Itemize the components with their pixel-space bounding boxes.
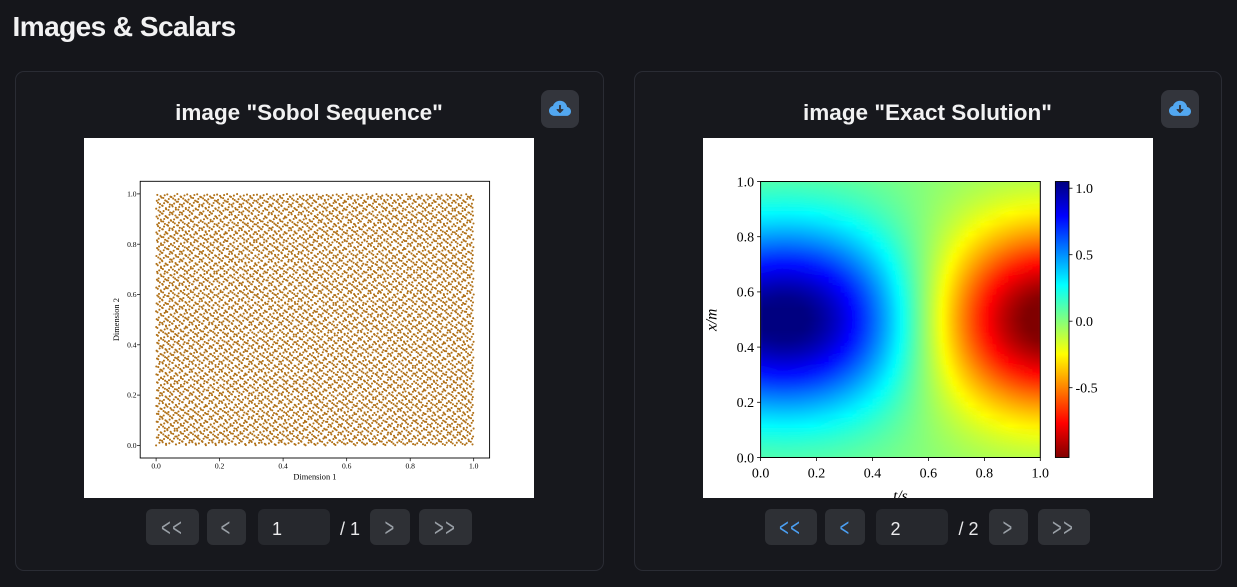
svg-text:0.0: 0.0 bbox=[752, 467, 770, 482]
svg-text:Dimension 2: Dimension 2 bbox=[112, 298, 121, 341]
svg-text:0.2: 0.2 bbox=[127, 391, 137, 400]
svg-text:0.0: 0.0 bbox=[127, 441, 137, 450]
svg-text:0.4: 0.4 bbox=[864, 467, 882, 482]
svg-text:0.8: 0.8 bbox=[737, 231, 755, 246]
svg-text:0.0: 0.0 bbox=[737, 451, 755, 466]
svg-text:0.6: 0.6 bbox=[920, 467, 938, 482]
svg-text:-0.5: -0.5 bbox=[1076, 382, 1098, 397]
svg-text:1.0: 1.0 bbox=[737, 175, 755, 190]
svg-text:x/m: x/m bbox=[704, 309, 721, 332]
svg-text:0.8: 0.8 bbox=[405, 461, 415, 470]
svg-text:0.0: 0.0 bbox=[1076, 315, 1094, 330]
svg-text:0.8: 0.8 bbox=[976, 467, 994, 482]
svg-text:0.0: 0.0 bbox=[151, 461, 161, 470]
svg-text:0.6: 0.6 bbox=[342, 461, 352, 470]
svg-text:0.4: 0.4 bbox=[278, 461, 288, 470]
svg-text:1.0: 1.0 bbox=[469, 461, 479, 470]
svg-text:Dimension 1: Dimension 1 bbox=[293, 472, 336, 481]
svg-text:0.6: 0.6 bbox=[737, 286, 755, 301]
svg-text:1.0: 1.0 bbox=[127, 190, 137, 199]
svg-text:0.8: 0.8 bbox=[127, 240, 137, 249]
svg-text:t/s: t/s bbox=[893, 488, 908, 498]
svg-text:0.2: 0.2 bbox=[808, 467, 826, 482]
svg-text:0.2: 0.2 bbox=[215, 461, 225, 470]
svg-text:0.4: 0.4 bbox=[127, 340, 137, 349]
svg-text:0.4: 0.4 bbox=[737, 341, 755, 356]
svg-text:0.5: 0.5 bbox=[1076, 249, 1094, 264]
svg-text:0.2: 0.2 bbox=[737, 396, 755, 411]
svg-text:1.0: 1.0 bbox=[1076, 182, 1094, 197]
svg-text:0.6: 0.6 bbox=[127, 290, 137, 299]
svg-text:1.0: 1.0 bbox=[1032, 467, 1050, 482]
